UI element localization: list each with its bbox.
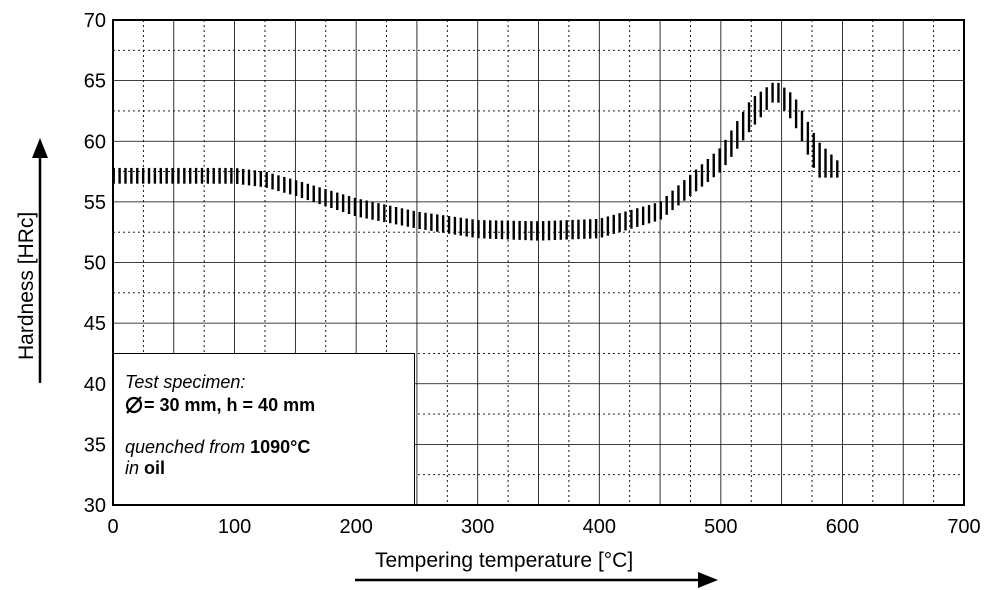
info-dimensions-text: = 30 mm, h = 40 mm [144,395,316,415]
y-tick-label: 35 [84,434,106,456]
grid [112,19,965,506]
x-tick-label: 300 [461,516,494,538]
y-tick-labels: 30 35 40 45 50 55 60 65 70 [84,10,106,517]
info-quench-medium: in oil [125,458,404,479]
x-axis-label: Tempering temperature [°C] [375,549,633,572]
x-tick-label: 700 [947,516,980,538]
y-tick-label: 55 [84,192,106,214]
y-tick-label: 45 [84,313,106,335]
x-tick-label: 0 [107,516,118,538]
plot-frame [112,19,965,506]
x-axis-arrow-icon [355,572,718,588]
info-quench-value: 1090°C [250,437,311,457]
x-tick-labels: 0 100 200 300 400 500 600 700 [107,516,980,538]
info-test-specimen: Test specimen: [125,372,246,392]
info-medium-value: oil [144,458,166,478]
info-medium-prefix: in [125,458,145,478]
info-quench-prefix: quenched from [125,437,251,457]
y-axis-label: Hardness [HRc] [15,212,38,360]
y-axis-arrow-icon [32,138,48,383]
y-tick-label: 50 [84,253,106,275]
y-tick-label: 40 [84,374,106,396]
x-tick-label: 500 [704,516,737,538]
x-tick-label: 200 [339,516,372,538]
y-tick-label: 60 [84,131,106,153]
info-dimensions: = 30 mm, h = 40 mm [125,393,404,416]
x-tick-label: 400 [583,516,616,538]
x-tick-label: 100 [218,516,251,538]
diameter-icon [125,396,143,414]
y-tick-label: 70 [84,10,106,32]
hardness-band [113,82,839,241]
info-quench-temp: quenched from 1090°C [125,437,404,458]
y-tick-label: 30 [84,495,106,517]
specimen-info-box: Test specimen: = 30 mm, h = 40 mm quench… [113,353,415,505]
x-tick-label: 600 [826,516,859,538]
y-tick-label: 65 [84,71,106,93]
